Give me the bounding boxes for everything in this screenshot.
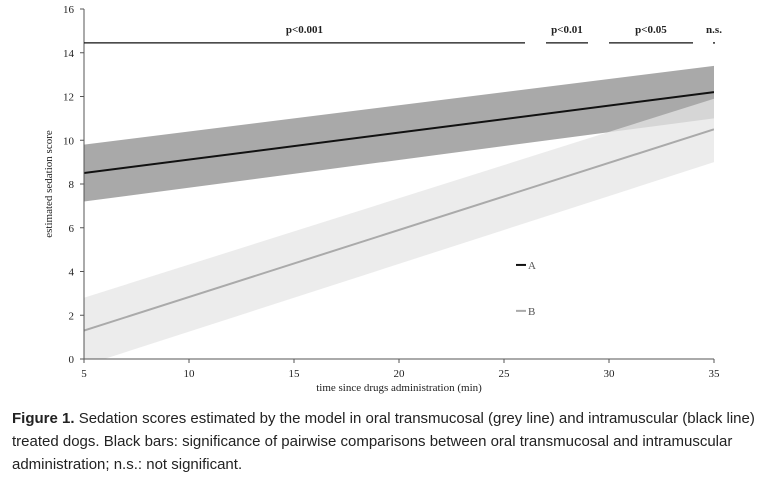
significance-label: p<0.01 [551,24,583,36]
y-tick-label: 14 [63,48,75,60]
y-tick-label: 16 [63,4,75,16]
legend: AB [516,260,536,318]
significance-label: p<0.05 [635,24,667,36]
y-tick-label: 10 [63,135,75,147]
x-tick-label: 30 [604,368,616,380]
confidence-bands [84,65,714,359]
line-series-A [84,91,714,175]
x-tick-label: 20 [394,368,406,380]
y-tick-label: 4 [69,267,75,279]
x-tick-label: 5 [81,368,87,380]
x-tick-label: 25 [499,368,511,380]
y-tick-label: 8 [69,179,75,191]
y-tick-label: 2 [69,310,75,322]
x-tick-label: 35 [709,368,721,380]
caption-text: Sedation scores estimated by the model i… [12,410,755,473]
x-axis-label: time since drugs administration (min) [316,382,482,394]
sedation-chart: 0 2 4 6 8 10 12 14 16 5 10 15 20 25 30 35 p<0.001 p<0.01… [43,4,722,394]
y-tick-label: 12 [63,92,74,104]
caption-label: Figure 1. [12,410,75,427]
significance-label: p<0.001 [286,24,323,36]
band-series-B [84,98,714,359]
legend-label-A: A [528,260,536,272]
line-series-B [84,128,714,332]
y-axis-label: estimated sedation score [43,130,55,238]
significance-label: n.s. [706,24,722,36]
y-tick-label: 0 [69,354,75,366]
band-series-A [84,65,714,202]
y-tick-label: 6 [69,223,75,235]
axes: 0 2 4 6 8 10 12 14 16 5 10 15 20 25 30 35 [63,4,720,380]
significance-bars: p<0.001 p<0.01 p<0.05 n.s. [84,24,722,44]
legend-label-B: B [528,306,535,318]
x-tick-label: 10 [184,368,196,380]
series-lines [84,91,714,332]
figure-caption: Figure 1. Sedation scores estimated by t… [12,407,757,476]
x-tick-label: 15 [289,368,301,380]
